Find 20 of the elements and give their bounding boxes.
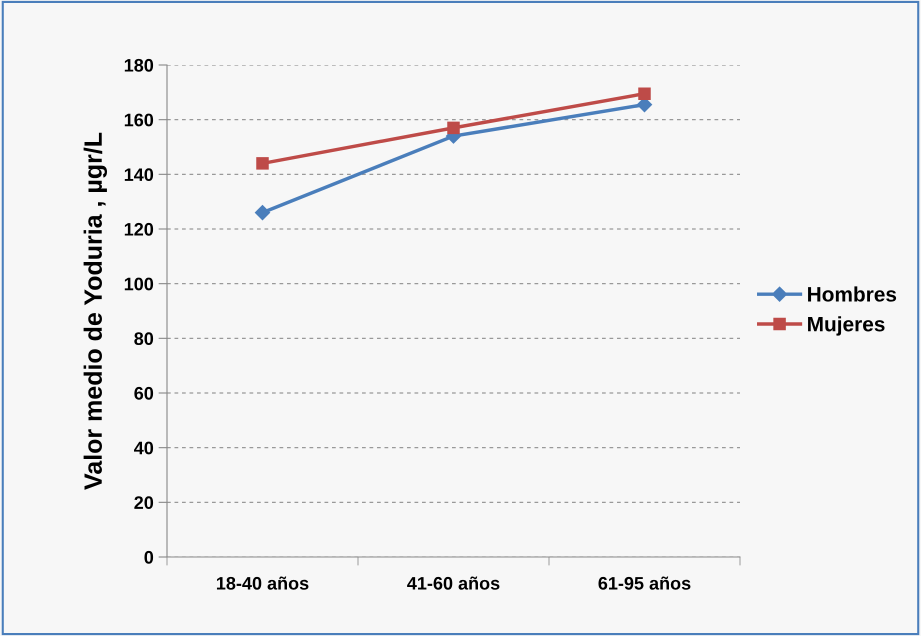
y-tick-label: 80: [134, 332, 154, 346]
point: [254, 205, 270, 220]
y-tick-label: 40: [134, 442, 154, 454]
x-tick-label: 41-60 años: [407, 576, 500, 590]
y-tick-label: 140: [124, 168, 154, 182]
y-tick-label: 180: [124, 58, 154, 72]
legend-label: Hombres: [808, 286, 896, 302]
point: [638, 87, 651, 100]
y-tick-label: 100: [124, 278, 154, 290]
point: [256, 157, 269, 170]
y-tick-label: 60: [134, 386, 154, 400]
x-tick-label: 61-95 años: [598, 576, 690, 590]
y-tick-label: 20: [134, 496, 154, 510]
x-tick-label: 18-40 años: [216, 576, 308, 590]
y-tick-label: 0: [144, 550, 154, 564]
y-tick-label: 160: [124, 114, 154, 126]
y-axis-title: Valor medio de Yoduria , µgr/L: [84, 132, 108, 490]
legend-label: Mujeres: [808, 316, 885, 336]
y-tick-label: 120: [124, 222, 154, 236]
point: [447, 122, 460, 134]
